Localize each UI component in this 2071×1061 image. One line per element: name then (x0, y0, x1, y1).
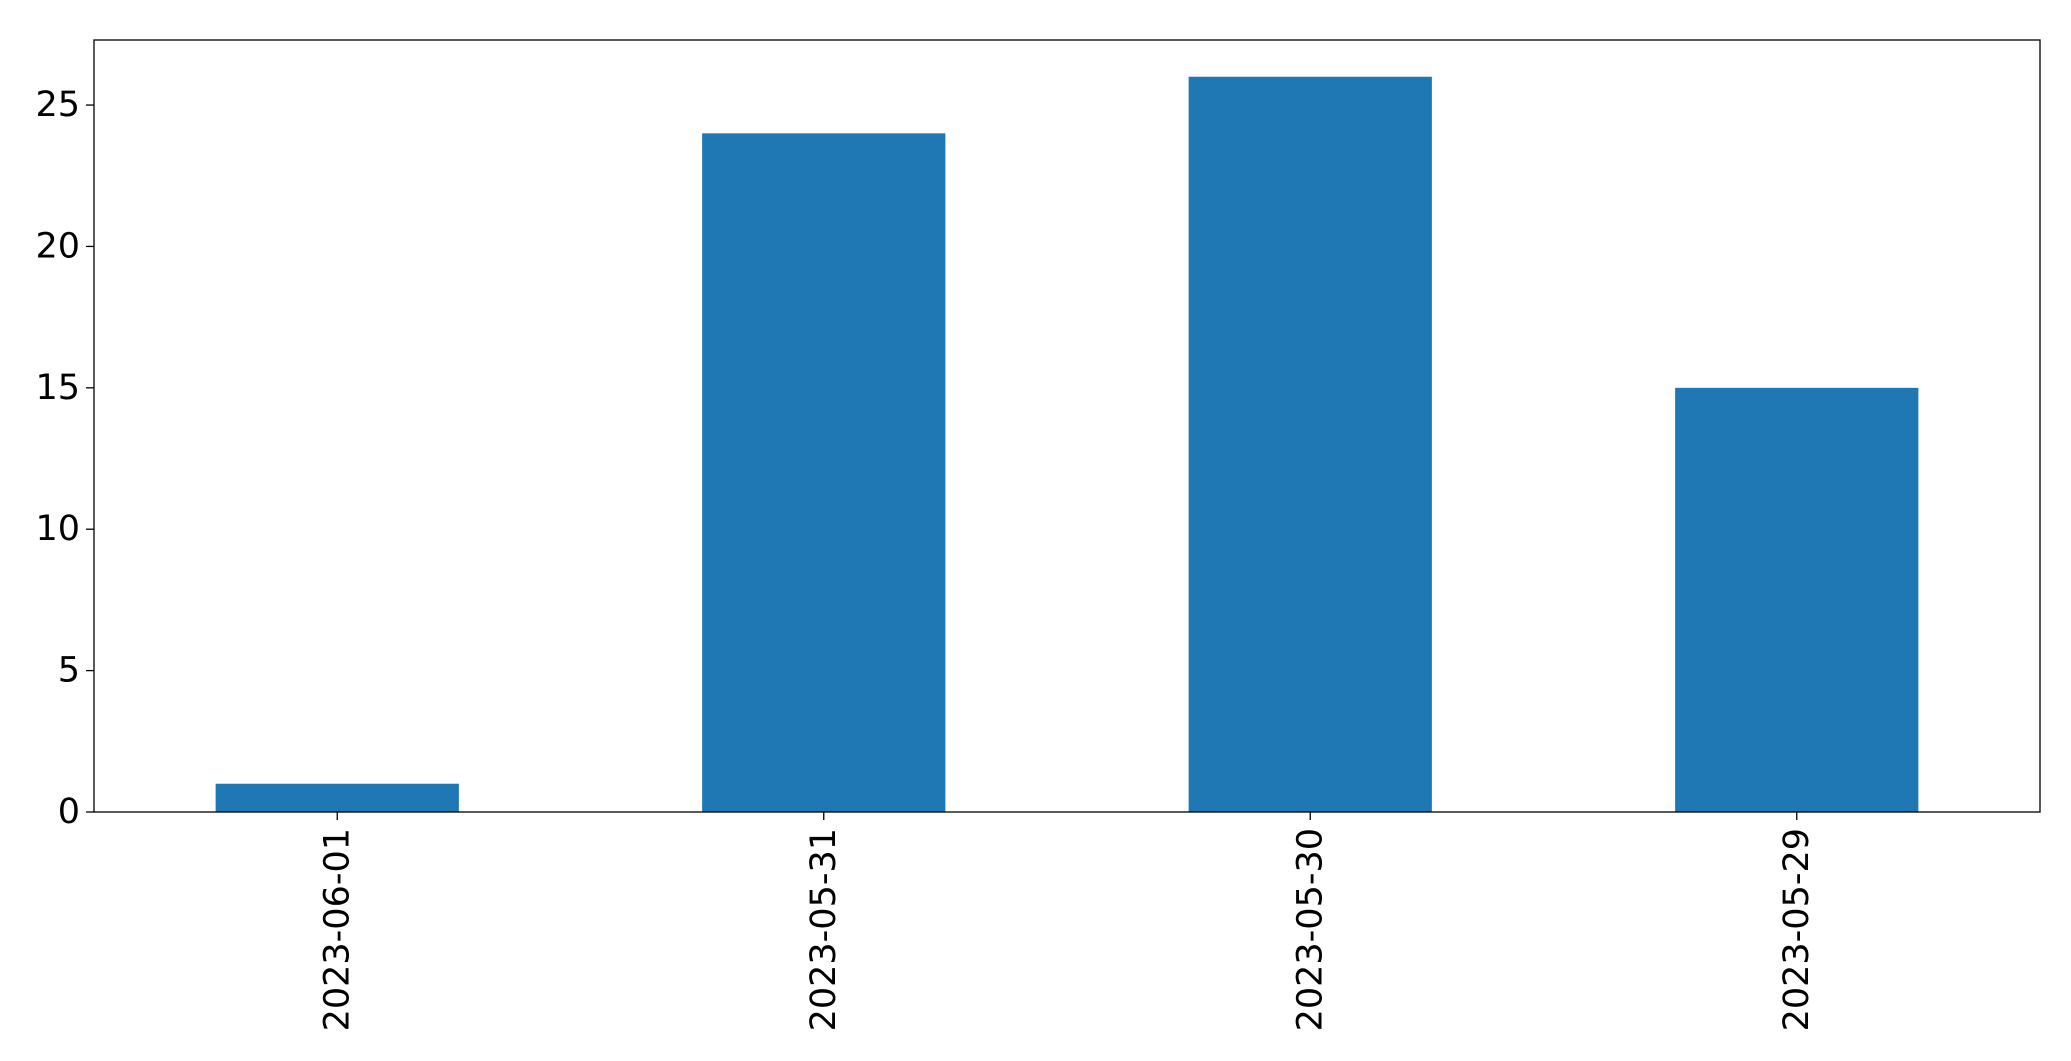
x-tick-label: 2023-06-01 (317, 828, 357, 1031)
y-tick-label: 20 (35, 226, 80, 266)
y-tick-label: 5 (58, 651, 80, 691)
bars-group (215, 76, 1919, 813)
y-axis: 0 5 10 15 20 25 (35, 85, 94, 832)
bar-2023-05-31 (702, 133, 946, 813)
y-tick-label: 25 (35, 85, 80, 125)
x-tick-label: 2023-05-29 (1777, 828, 1817, 1031)
bar-2023-05-30 (1188, 76, 1432, 812)
y-tick-label: 10 (35, 509, 80, 549)
x-tick-label: 2023-05-30 (1290, 828, 1330, 1031)
bar-2023-06-01 (215, 783, 459, 812)
y-tick-label: 15 (35, 368, 80, 408)
y-tick-label: 0 (58, 792, 80, 832)
bar-2023-05-29 (1675, 387, 1919, 812)
x-axis: 2023-06-01 2023-05-31 2023-05-30 2023-05-29 (317, 812, 1817, 1031)
plot-frame (93, 39, 2041, 813)
x-tick-label: 2023-05-31 (804, 828, 844, 1031)
